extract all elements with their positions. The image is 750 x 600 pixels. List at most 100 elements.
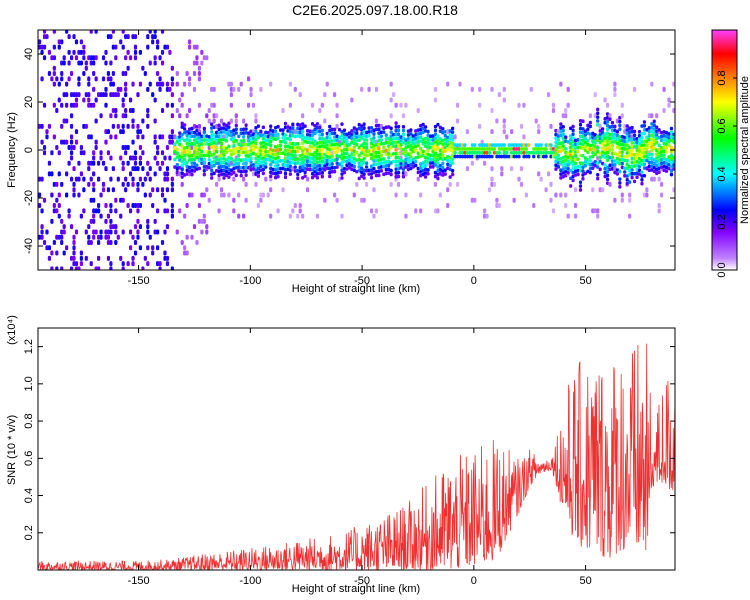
heatmap-cell	[502, 129, 506, 135]
heatmap-cell	[72, 181, 76, 187]
heatmap-cell	[79, 255, 83, 261]
heatmap-cell	[382, 145, 386, 150]
heatmap-cell	[175, 136, 179, 140]
heatmap-cell	[566, 102, 570, 108]
heatmap-cell	[124, 81, 128, 87]
heatmap-cell	[490, 181, 494, 187]
heatmap-cell	[222, 164, 226, 169]
heatmap-cell	[399, 139, 403, 143]
heatmap-cell	[588, 166, 592, 171]
heatmap-cell	[222, 126, 226, 130]
heatmap-cell	[160, 192, 165, 198]
heatmap-cell	[256, 174, 261, 178]
heatmap-cell	[645, 135, 649, 140]
heatmap-cell	[60, 266, 64, 270]
heatmap-cell	[269, 162, 273, 167]
heatmap-cell	[438, 148, 442, 153]
heatmap-cell	[197, 151, 202, 155]
heatmap-cell	[170, 134, 174, 140]
heatmap-cell	[227, 163, 231, 168]
heatmap-cell	[389, 172, 393, 177]
heatmap-cell	[308, 152, 312, 157]
heatmap-cell	[566, 159, 570, 163]
heatmap-cell	[217, 173, 221, 178]
heatmap-cell	[244, 142, 248, 147]
heatmap-cell	[79, 150, 83, 156]
heatmap-cell	[222, 153, 226, 157]
heatmap-cell	[325, 147, 329, 151]
heatmap-cell	[301, 153, 305, 157]
x-tick-label: 50	[579, 575, 591, 587]
heatmap-cell	[394, 167, 398, 171]
heatmap-cell	[414, 136, 418, 141]
heatmap-cell	[632, 145, 637, 149]
heatmap-cell	[261, 140, 265, 145]
heatmap-cell	[357, 176, 361, 181]
heatmap-cell	[451, 138, 455, 142]
heatmap-cell	[559, 130, 563, 134]
heatmap-cell	[261, 192, 265, 198]
heatmap-cell	[561, 136, 565, 141]
heatmap-cell	[549, 197, 553, 203]
heatmap-cell	[392, 132, 396, 137]
heatmap-cell	[97, 240, 101, 245]
heatmap-cell	[657, 135, 661, 140]
heatmap-cell	[301, 122, 305, 126]
heatmap-cell	[502, 147, 506, 151]
heatmap-cell	[237, 161, 241, 166]
heatmap-cell	[630, 125, 634, 130]
heatmap-cell	[630, 148, 634, 153]
heatmap-cell	[197, 139, 202, 144]
heatmap-cell	[163, 197, 167, 203]
heatmap-cell	[192, 169, 197, 173]
heatmap-cell	[394, 148, 398, 152]
heatmap-cell	[121, 261, 125, 267]
heatmap-cell	[187, 154, 192, 158]
heatmap-cell	[187, 158, 192, 162]
heatmap-cell	[576, 168, 580, 173]
heatmap-cell	[650, 156, 654, 161]
heatmap-cell	[82, 97, 86, 103]
heatmap-cell	[313, 123, 317, 128]
heatmap-cell	[382, 161, 386, 165]
heatmap-cell	[97, 208, 101, 214]
heatmap-cell	[131, 255, 135, 261]
heatmap-cell	[438, 137, 442, 141]
heatmap-cell	[608, 140, 612, 145]
heatmap-cell	[576, 141, 580, 146]
heatmap-cell	[387, 144, 391, 148]
heatmap-cell	[60, 181, 64, 187]
y-tick-label: -40	[23, 238, 35, 254]
heatmap-cell	[473, 150, 477, 155]
heatmap-cell	[564, 135, 568, 140]
heatmap-cell	[303, 174, 307, 178]
heatmap-cell	[237, 169, 241, 173]
heatmap-cell	[404, 102, 408, 108]
heatmap-cell	[146, 218, 150, 224]
heatmap-cell	[578, 119, 583, 123]
heatmap-cell	[227, 133, 231, 137]
heatmap-cell	[640, 124, 644, 128]
heatmap-cell	[672, 136, 675, 141]
heatmap-cell	[618, 177, 622, 181]
heatmap-cell	[601, 150, 605, 154]
heatmap-cell	[325, 81, 329, 87]
heatmap-cell	[229, 118, 233, 124]
heatmap-cell	[377, 154, 381, 159]
heatmap-cell	[192, 149, 197, 154]
heatmap-cell	[124, 86, 128, 92]
heatmap-cell	[436, 153, 440, 158]
heatmap-cell	[362, 176, 366, 180]
heatmap-cell	[128, 97, 133, 103]
heatmap-cell	[335, 197, 339, 203]
heatmap-cell	[101, 55, 106, 61]
heatmap-cell	[261, 125, 265, 130]
heatmap-cell	[178, 165, 182, 170]
heatmap-cell	[483, 213, 487, 219]
heatmap-cell	[229, 81, 233, 87]
heatmap-cell	[416, 151, 420, 155]
heatmap-cell	[315, 164, 320, 168]
snr-series	[38, 343, 675, 570]
heatmap-cell	[478, 154, 482, 159]
heatmap-cell	[97, 176, 101, 182]
